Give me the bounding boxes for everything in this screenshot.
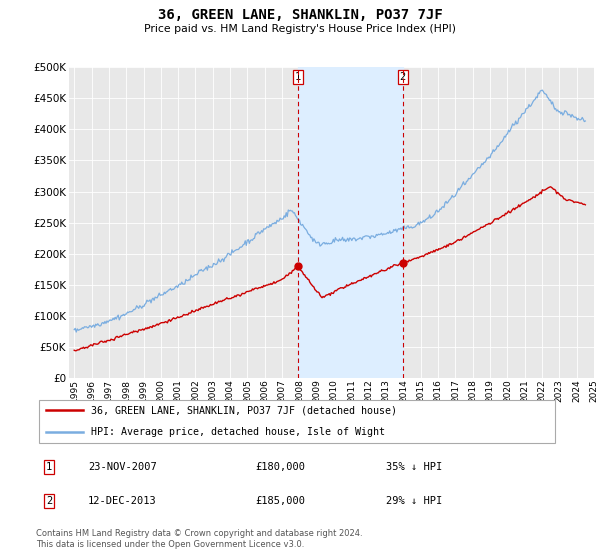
Text: 29% ↓ HPI: 29% ↓ HPI xyxy=(386,496,442,506)
Text: 23-NOV-2007: 23-NOV-2007 xyxy=(88,462,157,472)
Text: 35% ↓ HPI: 35% ↓ HPI xyxy=(386,462,442,472)
Text: Price paid vs. HM Land Registry's House Price Index (HPI): Price paid vs. HM Land Registry's House … xyxy=(144,24,456,34)
Text: HPI: Average price, detached house, Isle of Wight: HPI: Average price, detached house, Isle… xyxy=(91,427,385,437)
Text: 36, GREEN LANE, SHANKLIN, PO37 7JF: 36, GREEN LANE, SHANKLIN, PO37 7JF xyxy=(158,8,442,22)
Text: 1: 1 xyxy=(46,462,52,472)
Text: 1: 1 xyxy=(295,72,301,82)
FancyBboxPatch shape xyxy=(38,399,556,444)
Text: Contains HM Land Registry data © Crown copyright and database right 2024.
This d: Contains HM Land Registry data © Crown c… xyxy=(36,529,362,549)
Bar xyxy=(298,67,403,378)
Text: 36, GREEN LANE, SHANKLIN, PO37 7JF (detached house): 36, GREEN LANE, SHANKLIN, PO37 7JF (deta… xyxy=(91,405,397,416)
Text: 2: 2 xyxy=(46,496,52,506)
Text: 12-DEC-2013: 12-DEC-2013 xyxy=(88,496,157,506)
Text: 2: 2 xyxy=(400,72,406,82)
Text: £180,000: £180,000 xyxy=(255,462,305,472)
Text: £185,000: £185,000 xyxy=(255,496,305,506)
